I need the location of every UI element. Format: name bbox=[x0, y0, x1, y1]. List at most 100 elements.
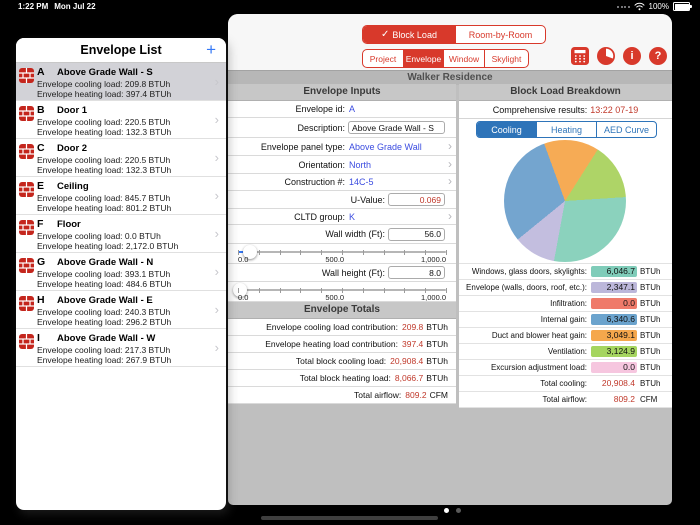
description-input[interactable] bbox=[348, 121, 445, 134]
envelope-cooling-load: Envelope cooling load: 220.5 BTUh bbox=[37, 154, 171, 165]
orientation-row[interactable]: Orientation: North › bbox=[228, 156, 456, 174]
envelope-id-row: Envelope id: A bbox=[228, 101, 456, 118]
value-text: 809.2 bbox=[613, 394, 635, 404]
envelope-heating-load: Envelope heating load: 2,172.0 BTUh bbox=[37, 241, 179, 251]
envelope-name: Door 2 bbox=[57, 143, 88, 154]
envelope-heating-load: Envelope heating load: 397.4 BTUh bbox=[37, 89, 172, 99]
wall-width-label: Wall width (Ft): bbox=[325, 229, 385, 239]
pie-chart-icon[interactable] bbox=[597, 47, 615, 65]
wall-height-label: Wall height (Ft): bbox=[321, 267, 385, 278]
tab-skylight[interactable]: Skylight bbox=[484, 50, 528, 67]
help-icon[interactable]: ? bbox=[649, 47, 667, 65]
breakdown-row: Excursion adjustment load: 0.0 BTUh bbox=[459, 360, 672, 376]
envelope-list-panel: Envelope List + A Above Grade Wall - S Env… bbox=[16, 38, 226, 510]
value-swatch: 0.0 bbox=[591, 362, 637, 373]
tab-heating[interactable]: Heating bbox=[536, 122, 596, 137]
envelope-list-item-b[interactable]: B Door 1 Envelope cooling load: 220.5 BTUh… bbox=[16, 101, 226, 139]
envelope-list-item-g[interactable]: G Above Grade Wall - N Envelope cooling lo… bbox=[16, 253, 226, 291]
block-load-breakdown-header: Block Load Breakdown bbox=[459, 84, 672, 101]
u-value-input[interactable] bbox=[388, 193, 445, 206]
tab-project[interactable]: Project bbox=[369, 53, 397, 64]
home-indicator[interactable] bbox=[261, 516, 438, 520]
mode-segmented-control: ✓ Block Load Room-by-Room bbox=[362, 25, 546, 44]
chevron-right-icon: › bbox=[214, 263, 219, 279]
envelope-cooling-load: Envelope cooling load: 220.5 BTUh bbox=[37, 116, 171, 127]
chevron-right-icon: › bbox=[448, 174, 452, 189]
description-row: Description: bbox=[228, 118, 456, 138]
envelope-name: Above Grade Wall - N bbox=[57, 257, 154, 268]
envelope-id-label: Envelope id: bbox=[295, 104, 345, 114]
slider-track[interactable] bbox=[238, 245, 447, 259]
breakdown-row: Internal gain: 6,340.6 BTUh bbox=[459, 312, 672, 328]
chevron-right-icon: › bbox=[448, 208, 452, 223]
envelope-list-item-i[interactable]: I Above Grade Wall - W Envelope cooling lo… bbox=[16, 329, 226, 367]
slider-track[interactable] bbox=[232, 283, 447, 297]
envelope-id: F bbox=[37, 218, 44, 230]
content-area: Envelope Inputs Envelope id: A Descripti… bbox=[228, 84, 672, 505]
cltd-group-row[interactable]: CLTD group: K › bbox=[228, 209, 456, 225]
panel-type-value: Above Grade Wall bbox=[349, 141, 422, 152]
envelope-heating-load: Envelope heating load: 296.2 BTUh bbox=[37, 317, 172, 327]
cltd-group-label: CLTD group: bbox=[294, 211, 345, 222]
value-swatch: 2,347.1 bbox=[591, 282, 637, 293]
wall-width-slider[interactable]: 0.0 500.0 1,000.0 bbox=[228, 244, 456, 264]
envelope-cooling-load: Envelope cooling load: 0.0 BTUh bbox=[37, 230, 161, 241]
clock-date: Mon Jul 22 bbox=[54, 2, 96, 11]
envelope-name: Floor bbox=[57, 219, 81, 230]
envelope-list-item-e[interactable]: E Ceiling Envelope cooling load: 845.7 BTU… bbox=[16, 177, 226, 215]
tab-room-by-room[interactable]: Room-by-Room bbox=[455, 26, 545, 43]
u-value-label: U-Value: bbox=[350, 194, 385, 205]
breakdown-segmented-control: Cooling Heating AED Curve bbox=[476, 121, 657, 138]
info-icon[interactable]: i bbox=[623, 47, 641, 65]
envelope-cooling-load: Envelope cooling load: 209.8 BTUh bbox=[37, 78, 171, 89]
envelope-list-item-a[interactable]: A Above Grade Wall - S Envelope cooling lo… bbox=[16, 63, 226, 101]
envelope-id: B bbox=[37, 104, 45, 116]
value-swatch: 6,340.6 bbox=[591, 314, 637, 325]
envelope-list-title: Envelope List bbox=[80, 43, 162, 57]
page-dot-inactive bbox=[456, 508, 461, 513]
tab-envelope[interactable]: Envelope bbox=[403, 50, 443, 67]
breakdown-row: Ventilation: 3,124.9 BTUh bbox=[459, 344, 672, 360]
tab-aed-curve[interactable]: AED Curve bbox=[596, 122, 656, 137]
orientation-label: Orientation: bbox=[298, 159, 345, 170]
tab-window[interactable]: Window bbox=[443, 50, 484, 67]
page-dots bbox=[444, 508, 461, 513]
calculator-icon[interactable] bbox=[571, 47, 589, 65]
chevron-right-icon: › bbox=[214, 301, 219, 317]
comprehensive-results-label: Comprehensive results: bbox=[492, 104, 588, 115]
breakdown-row: Envelope (walls, doors, roof, etc.): 2,34… bbox=[459, 280, 672, 296]
checkmark-icon: ✓ bbox=[381, 29, 390, 40]
construction-value: 14C-5 bbox=[349, 177, 374, 187]
wall-width-input[interactable] bbox=[388, 227, 445, 241]
envelope-heating-load: Envelope heating load: 132.3 BTUh bbox=[37, 165, 172, 175]
wall-height-input[interactable] bbox=[388, 266, 445, 279]
chevron-right-icon: › bbox=[448, 138, 452, 153]
description-label: Description: bbox=[297, 122, 345, 133]
value-swatch: 3,049.1 bbox=[591, 330, 637, 341]
envelope-inputs-panel: Envelope Inputs Envelope id: A Descripti… bbox=[228, 84, 456, 404]
tab-cooling[interactable]: Cooling bbox=[477, 122, 536, 137]
breakdown-row: Total cooling: 20,908.4 BTUh bbox=[459, 376, 672, 392]
envelope-id: G bbox=[37, 256, 46, 268]
wall-height-slider[interactable]: 0.0 500.0 1,000.0 bbox=[228, 282, 456, 302]
brick-wall-icon bbox=[19, 334, 34, 349]
panel-type-row[interactable]: Envelope panel type: Above Grade Wall › bbox=[228, 138, 456, 156]
envelope-name: Ceiling bbox=[57, 181, 89, 192]
slider-thumb[interactable] bbox=[242, 245, 257, 259]
value-swatch: 6,046.7 bbox=[591, 266, 637, 277]
cellular-signal-icon bbox=[617, 5, 630, 8]
envelope-list-item-h[interactable]: H Above Grade Wall - E Envelope cooling lo… bbox=[16, 291, 226, 329]
chevron-right-icon: › bbox=[448, 156, 452, 171]
envelope-list-item-f[interactable]: F Floor Envelope cooling load: 0.0 BTUh Env… bbox=[16, 215, 226, 253]
envelope-list-item-c[interactable]: C Door 2 Envelope cooling load: 220.5 BTUh… bbox=[16, 139, 226, 177]
envelope-cooling-load: Envelope cooling load: 240.3 BTUh bbox=[37, 306, 171, 317]
construction-label: Construction #: bbox=[284, 177, 345, 187]
breakdown-row: Infiltration: 0.0 BTUh bbox=[459, 296, 672, 312]
value-swatch: 3,124.9 bbox=[591, 346, 637, 357]
slider-thumb[interactable] bbox=[232, 283, 247, 297]
envelope-name: Above Grade Wall - E bbox=[57, 295, 153, 306]
add-envelope-button[interactable]: + bbox=[206, 40, 216, 59]
envelope-name: Door 1 bbox=[57, 105, 88, 116]
tab-block-load[interactable]: ✓ Block Load bbox=[363, 26, 455, 43]
construction-row[interactable]: Construction #: 14C-5 › bbox=[228, 174, 456, 191]
